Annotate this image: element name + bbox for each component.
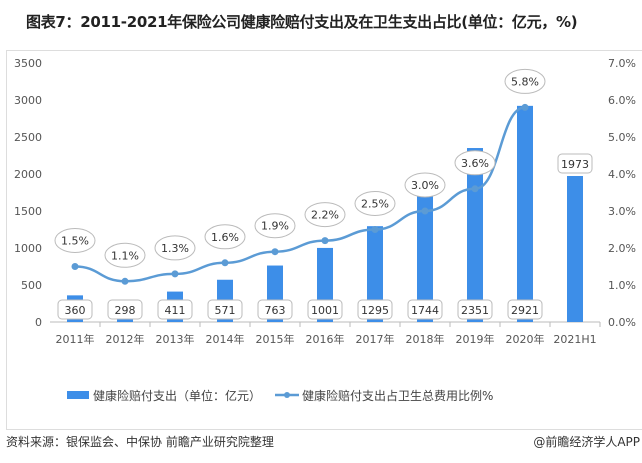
bar-label-box xyxy=(57,299,93,320)
bar xyxy=(367,226,383,322)
brand-note: @前瞻经济学人APP xyxy=(533,435,640,449)
bar-data-label: 1973 xyxy=(561,158,589,171)
legend-line-label: 健康险赔付支出占卫生总费用比例% xyxy=(302,388,493,403)
line-point xyxy=(71,263,79,270)
line-point xyxy=(271,248,279,256)
bar-label-box xyxy=(307,299,343,320)
x-tick-label: 2011年 xyxy=(56,332,95,346)
line-data-label: 1.6% xyxy=(211,231,239,244)
y-right-tick-label: 0.0% xyxy=(608,316,636,329)
line-point xyxy=(371,226,379,233)
line-label-bubble xyxy=(204,224,246,250)
bar-data-label: 360 xyxy=(65,304,86,317)
source-note: 资料来源：银保监会、中保协 前瞻产业研究院整理 xyxy=(6,435,274,449)
bar xyxy=(467,148,483,322)
bar-data-label: 763 xyxy=(265,304,286,317)
chart-frame xyxy=(6,50,642,430)
line-point xyxy=(471,185,479,193)
line-label-bubble xyxy=(504,68,546,94)
line-data-label: 1.1% xyxy=(111,249,139,262)
line-point xyxy=(221,259,229,267)
line-data-label: 3.6% xyxy=(461,157,489,170)
line-data-label: 1.5% xyxy=(61,235,89,248)
line-label-bubble xyxy=(254,213,296,239)
y-right-tick-label: 5.0% xyxy=(608,131,636,144)
bar-label-box xyxy=(557,153,593,174)
y-left-tick-label: 1000 xyxy=(14,242,42,255)
x-tick-label: 2012年 xyxy=(106,332,145,346)
bar-data-label: 2351 xyxy=(461,304,489,317)
line-data-label: 1.9% xyxy=(261,220,289,233)
x-tick-label: 2013年 xyxy=(156,332,195,346)
y-left-tick-label: 3000 xyxy=(14,94,42,107)
bar-data-label: 411 xyxy=(165,304,186,317)
x-tick-label: 2021H1 xyxy=(553,333,596,346)
x-tick-label: 2015年 xyxy=(256,332,295,346)
bar-data-label: 1295 xyxy=(361,304,389,317)
bar-label-box xyxy=(457,299,493,320)
y-right-tick-label: 7.0% xyxy=(608,57,636,70)
line-point xyxy=(121,277,129,285)
legend-bar-swatch xyxy=(67,391,89,399)
line-point xyxy=(421,207,429,215)
x-tick-label: 2017年 xyxy=(356,332,395,346)
y-left-tick-label: 3500 xyxy=(14,57,42,70)
bar-data-label: 1744 xyxy=(411,304,439,317)
bar-data-label: 2921 xyxy=(511,304,539,317)
line-point xyxy=(171,270,179,278)
bar-label-box xyxy=(507,299,543,320)
line-label-bubble xyxy=(104,242,146,268)
line-data-label: 2.5% xyxy=(361,198,389,211)
bar-data-label: 571 xyxy=(215,304,236,317)
bar-label-box xyxy=(257,299,293,320)
x-tick-label: 2018年 xyxy=(406,332,445,346)
line-data-label: 2.2% xyxy=(311,209,339,222)
y-right-tick-label: 2.0% xyxy=(608,242,636,255)
x-tick-label: 2014年 xyxy=(206,332,245,346)
legend-bar-label: 健康险赔付支出（单位：亿元） xyxy=(93,388,261,403)
line-label-bubble xyxy=(354,191,396,216)
line-label-bubble xyxy=(304,202,346,228)
bar xyxy=(417,192,433,322)
bar-label-box xyxy=(357,299,393,320)
line-label-bubble xyxy=(54,228,96,253)
y-right-tick-label: 1.0% xyxy=(608,279,636,292)
y-left-tick-label: 2000 xyxy=(14,168,42,181)
y-right-tick-label: 4.0% xyxy=(608,168,636,181)
line-label-bubble xyxy=(154,235,196,261)
series-line xyxy=(74,106,526,283)
bar-label-box xyxy=(207,299,243,320)
y-left-tick-label: 0 xyxy=(35,316,42,329)
x-tick-label: 2020年 xyxy=(506,332,545,346)
legend-line-marker xyxy=(284,392,290,398)
chart-title: 图表7：2011-2021年保险公司健康险赔付支出及在卫生支出占比(单位：亿元，… xyxy=(26,13,578,31)
y-right-tick-label: 6.0% xyxy=(608,94,636,107)
y-left-tick-label: 1500 xyxy=(14,205,42,218)
bar-label-box xyxy=(157,299,193,320)
line-label-bubble xyxy=(454,150,496,176)
line-label-bubble xyxy=(404,172,446,198)
y-right-tick-label: 3.0% xyxy=(608,205,636,218)
line-data-label: 3.0% xyxy=(411,179,439,192)
x-tick-label: 2016年 xyxy=(306,332,345,346)
line-data-label: 5.8% xyxy=(511,75,539,88)
bar-label-box xyxy=(107,299,143,320)
line-data-label: 1.3% xyxy=(161,242,189,255)
x-tick-label: 2019年 xyxy=(456,332,495,346)
bar-label-box xyxy=(407,299,443,320)
bar-data-label: 1001 xyxy=(311,304,339,317)
y-left-tick-label: 2500 xyxy=(14,131,42,144)
line-point xyxy=(321,237,329,245)
bar xyxy=(567,175,583,322)
bar xyxy=(517,105,533,322)
line-point xyxy=(521,103,529,111)
bar-data-label: 298 xyxy=(115,304,136,317)
y-left-tick-label: 500 xyxy=(21,279,42,292)
